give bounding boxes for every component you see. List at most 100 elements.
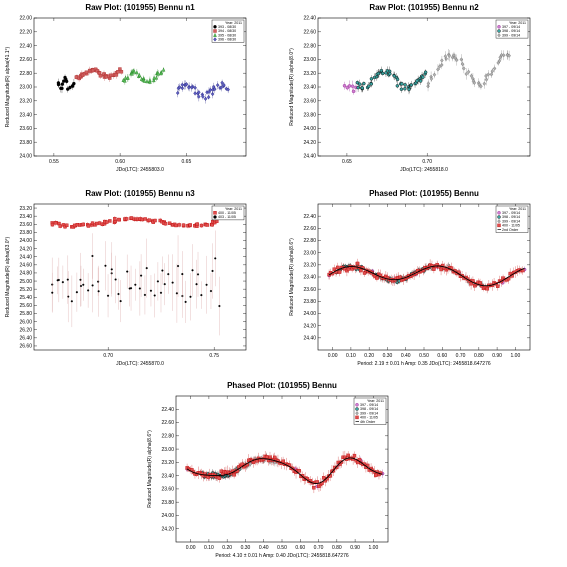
data-point — [104, 264, 107, 267]
data-point — [388, 72, 392, 76]
chart-raw-n1: Raw Plot: (101955) Bennu n1 22.00 22.20 22.… — [5, 3, 247, 173]
y-tick-label: 22.80 — [303, 238, 316, 244]
data-point — [209, 290, 213, 293]
data-point — [195, 222, 199, 226]
data-point — [97, 221, 102, 225]
data-point — [395, 84, 400, 88]
data-point — [226, 87, 230, 92]
series-1 — [51, 230, 221, 336]
data-point — [213, 87, 217, 92]
y-tick-label: 26.40 — [19, 336, 32, 342]
y-tick-label: 24.00 — [161, 513, 174, 519]
data-point — [138, 287, 141, 290]
panel-raw-n1: Raw Plot: (101955) Bennu n1 22.00 22.20 22.… — [0, 0, 283, 185]
data-point — [455, 57, 459, 63]
data-point — [188, 223, 192, 227]
y-tick-label: 24.40 — [303, 154, 316, 160]
x-tick-label: 0.30 — [383, 353, 393, 359]
data-point — [297, 469, 301, 473]
data-point — [421, 75, 425, 79]
data-point — [201, 94, 205, 99]
chart-title: Raw Plot: (101955) Bennu n3 — [85, 189, 195, 198]
data-point — [359, 268, 363, 273]
data-point — [462, 66, 466, 71]
data-point — [355, 261, 360, 266]
x-tick-label: 0.80 — [474, 353, 484, 359]
y-tick-label: 23.20 — [19, 99, 32, 105]
data-point — [180, 86, 185, 91]
data-point — [74, 75, 79, 79]
y-tick-label: 23.80 — [303, 112, 316, 118]
data-point — [367, 84, 371, 88]
y-tick-label: 23.60 — [303, 99, 316, 105]
data-point — [75, 291, 78, 294]
data-point — [90, 221, 95, 225]
data-point — [358, 82, 362, 86]
data-point — [439, 267, 443, 272]
data-point — [147, 218, 152, 222]
data-point — [440, 58, 444, 63]
data-point — [187, 85, 191, 90]
data-point — [453, 55, 457, 61]
y-tick-label: 23.60 — [19, 222, 32, 228]
data-point — [130, 71, 134, 76]
data-point — [68, 85, 72, 90]
data-point — [72, 223, 77, 228]
data-point — [200, 294, 203, 297]
legend-year: Year: 2011 — [225, 21, 242, 25]
legend-marker — [213, 29, 217, 33]
series-3 — [175, 79, 230, 104]
x-tick-label: 0.40 — [401, 353, 411, 359]
data-point — [140, 274, 143, 277]
data-point — [189, 85, 194, 90]
data-point — [98, 74, 103, 78]
data-point — [143, 293, 146, 296]
y-tick-label: 23.20 — [19, 206, 32, 212]
data-point — [369, 77, 374, 81]
data-point — [430, 263, 434, 268]
chart-phased-4h: Phased Plot: (101955) Bennu 22.40 22.60 22.… — [147, 381, 389, 559]
data-point — [197, 90, 201, 95]
data-point — [153, 218, 157, 223]
data-point — [215, 83, 220, 88]
legend-marker — [213, 32, 217, 37]
y-tick-label: 24.40 — [19, 254, 32, 260]
data-point — [219, 469, 223, 474]
x-tick-label: 0.20 — [222, 545, 232, 551]
data-point — [119, 300, 122, 303]
data-point — [137, 73, 142, 78]
legend-fit-entry: 4th Order — [360, 420, 376, 424]
legend-marker — [497, 25, 501, 29]
data-point — [114, 278, 117, 281]
series-2 — [426, 48, 511, 92]
data-point — [360, 86, 365, 90]
data-point — [469, 282, 473, 286]
data-point — [117, 217, 121, 222]
x-tick-label: 0.90 — [492, 353, 502, 359]
y-tick-label: 26.20 — [19, 327, 32, 333]
plot-area — [175, 395, 389, 543]
data-point — [447, 53, 452, 58]
y-tick-label: 24.80 — [19, 271, 32, 277]
data-points — [342, 48, 511, 95]
y-tick-label: 23.40 — [161, 473, 174, 479]
legend-entry: 398 - 09/14 — [502, 215, 520, 219]
data-point — [156, 71, 161, 76]
data-point — [86, 224, 91, 228]
y-tick-label: 23.00 — [303, 250, 316, 256]
data-point — [129, 216, 134, 220]
data-point — [220, 80, 224, 85]
data-point — [501, 53, 506, 58]
data-point — [376, 71, 381, 76]
y-tick-label: 22.40 — [161, 407, 174, 413]
data-point — [161, 269, 164, 272]
series-3 — [185, 450, 383, 494]
data-point — [177, 223, 181, 227]
data-point — [167, 273, 170, 276]
data-point — [381, 71, 385, 76]
data-point — [199, 223, 204, 228]
y-tick-label: 23.60 — [161, 487, 174, 493]
data-point — [464, 71, 469, 77]
x-tick-label: 0.70 — [314, 545, 324, 551]
legend-box — [211, 205, 245, 221]
